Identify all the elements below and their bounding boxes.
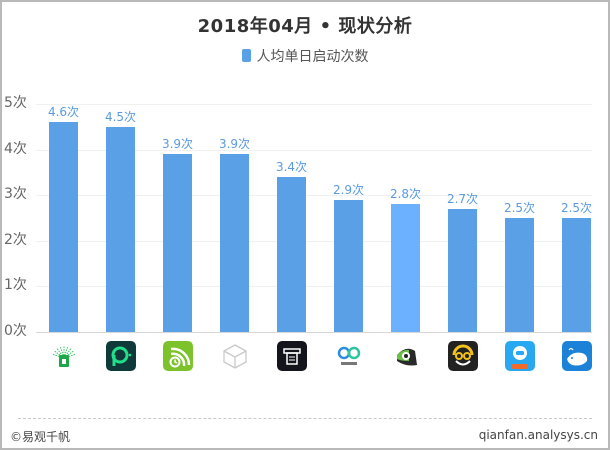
bar-value-label: 4.5次 [104, 109, 137, 124]
green-bird-eye-app-icon [391, 341, 421, 371]
footer-copyright: ©易观千帆 [10, 430, 71, 444]
x-axis-baseline [36, 332, 592, 333]
bar[interactable] [505, 218, 534, 332]
gridline [36, 104, 592, 105]
bar[interactable] [334, 199, 363, 332]
bar-value-label: 3.4次 [275, 159, 308, 174]
gray-cube-outline-app-icon [220, 341, 250, 371]
bar[interactable] [562, 218, 591, 332]
blue-car-pin-app-icon [505, 341, 535, 371]
bar-value-label: 4.6次 [47, 105, 80, 120]
bar-value-label: 2.8次 [389, 187, 422, 202]
bar-value-label: 3.9次 [161, 137, 194, 152]
bar[interactable] [163, 154, 192, 332]
chart-title: 2018年04月 • 现状分析 [197, 16, 413, 37]
bar[interactable] [49, 122, 78, 332]
footer-divider [18, 418, 592, 419]
black-parking-meter-app-icon [277, 341, 307, 371]
gridline [36, 149, 592, 151]
bar-value-label: 2.5次 [503, 201, 536, 215]
y-tick-label: 0次 [4, 323, 27, 339]
bar[interactable] [391, 204, 420, 332]
bar[interactable] [220, 154, 249, 332]
y-tick-label: 1次 [4, 277, 27, 294]
gridline [36, 195, 592, 197]
y-tick-label: 4次 [4, 140, 27, 157]
bar[interactable] [448, 208, 477, 332]
blue-green-infinity-app-icon [334, 341, 364, 371]
legend[interactable]: 人均单日启动次数 [0, 46, 610, 66]
legend-swatch-icon [241, 49, 251, 62]
green-peacock-app-icon [49, 341, 79, 371]
bar-value-label: 2.9次 [332, 182, 365, 197]
footer-source: qianfan.analysys.cn [478, 428, 598, 442]
y-tick-label: 2次 [4, 231, 27, 248]
bar-value-label: 2.7次 [446, 191, 479, 206]
bar[interactable] [106, 126, 135, 332]
bar-value-label: 2.5次 [560, 201, 593, 215]
legend-label: 人均单日启动次数 [256, 49, 369, 65]
gridline [36, 286, 592, 288]
dark-green-p-logo-app-icon [106, 341, 136, 371]
y-tick-label: 5次 [4, 95, 27, 111]
y-tick-label: 3次 [4, 186, 27, 203]
bar-value-label: 3.9次 [218, 137, 251, 152]
blue-whale-app-icon [562, 341, 592, 371]
gridline [36, 240, 592, 242]
green-wifi-clock-app-icon [163, 341, 193, 371]
bar[interactable] [277, 176, 306, 332]
yellow-smiley-glasses-app-icon [448, 341, 478, 371]
